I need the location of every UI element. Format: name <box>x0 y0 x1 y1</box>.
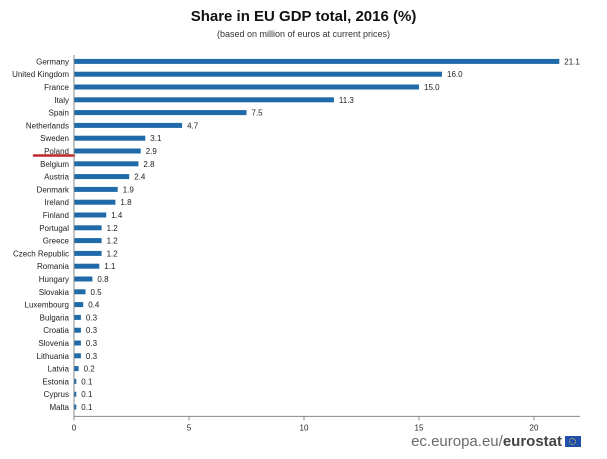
data-label: 1.2 <box>107 249 119 258</box>
category-label: Netherlands <box>26 121 69 130</box>
data-label: 1.8 <box>120 198 132 207</box>
data-label: 0.3 <box>86 339 98 348</box>
category-label: Romania <box>37 262 70 271</box>
data-label: 1.4 <box>111 211 123 220</box>
data-label: 0.3 <box>86 326 98 335</box>
category-label: Belgium <box>40 160 69 169</box>
bar <box>74 366 79 372</box>
eu-flag-icon <box>565 436 581 447</box>
category-label: Portugal <box>39 224 69 233</box>
bar <box>74 250 102 256</box>
data-label: 11.3 <box>339 96 355 105</box>
x-tick-label: 15 <box>415 423 424 432</box>
bar <box>74 340 81 346</box>
bar <box>74 174 130 180</box>
data-label: 0.4 <box>88 301 100 310</box>
category-label: Cyprus <box>44 390 69 399</box>
bar <box>74 71 442 77</box>
data-label: 4.7 <box>187 121 199 130</box>
category-label: Ireland <box>45 198 69 207</box>
chart-subtitle: (based on million of euros at current pr… <box>216 29 391 39</box>
category-label: Greece <box>43 237 70 246</box>
bar <box>74 263 100 269</box>
bar <box>74 225 102 231</box>
category-label: Hungary <box>39 275 69 284</box>
bar <box>74 276 93 282</box>
data-label: 0.2 <box>84 365 96 374</box>
category-label: Sweden <box>40 134 69 143</box>
data-label: 0.1 <box>81 403 93 412</box>
bar <box>74 302 84 308</box>
data-label: 1.2 <box>107 237 119 246</box>
bar <box>74 391 77 397</box>
category-label: Spain <box>49 109 69 118</box>
data-label: 2.4 <box>134 173 146 182</box>
category-label: Luxembourg <box>25 301 69 310</box>
footer-brand: eurostat <box>502 433 562 450</box>
footer-site: ec.europa.eu/ <box>411 433 503 450</box>
bar <box>74 314 81 320</box>
bar <box>74 148 141 154</box>
category-label: Malta <box>49 403 69 412</box>
data-label: 21.1 <box>564 57 580 66</box>
category-label: Croatia <box>43 326 69 335</box>
category-label: Italy <box>54 96 69 105</box>
bar <box>74 135 146 141</box>
x-tick-label: 10 <box>300 423 309 432</box>
category-label: Estonia <box>42 377 69 386</box>
bar <box>74 238 102 244</box>
category-label: Poland <box>44 147 69 156</box>
data-label: 0.8 <box>97 275 109 284</box>
data-label: 0.5 <box>91 288 103 297</box>
data-label: 1.2 <box>107 224 119 233</box>
category-label: Slovenia <box>38 339 69 348</box>
data-label: 1.9 <box>123 185 135 194</box>
bar <box>74 58 560 64</box>
source-footer: ec.europa.eu/eurostat <box>411 433 581 450</box>
bar <box>74 122 183 128</box>
data-label: 0.3 <box>86 352 98 361</box>
bar <box>74 327 81 333</box>
data-label: 7.5 <box>252 109 264 118</box>
category-label: Slovakia <box>39 288 70 297</box>
category-label: Austria <box>44 173 69 182</box>
category-label: Lithuania <box>37 352 70 361</box>
data-label: 0.3 <box>86 313 98 322</box>
category-label: Finland <box>43 211 69 220</box>
data-label: 15.0 <box>424 83 440 92</box>
data-label: 1.1 <box>104 262 116 271</box>
x-tick-label: 5 <box>187 423 192 432</box>
bar <box>74 212 107 218</box>
category-label: Czech Republic <box>13 249 69 258</box>
bar <box>74 161 139 167</box>
category-label: United Kingdom <box>12 70 69 79</box>
x-tick-label: 0 <box>72 423 77 432</box>
category-label: Denmark <box>37 185 70 194</box>
data-label: 3.1 <box>150 134 162 143</box>
bar <box>74 186 118 192</box>
bar <box>74 404 77 410</box>
category-label: Latvia <box>48 365 70 374</box>
data-label: 0.1 <box>81 390 93 399</box>
bar <box>74 84 419 90</box>
x-tick-label: 20 <box>530 423 539 432</box>
data-label: 2.9 <box>146 147 158 156</box>
bar <box>74 97 334 103</box>
bar <box>74 199 116 205</box>
data-label: 0.1 <box>81 377 93 386</box>
chart-title: Share in EU GDP total, 2016 (%) <box>190 8 417 25</box>
bar <box>74 110 247 116</box>
category-label: Germany <box>36 57 69 66</box>
bar <box>74 289 86 295</box>
data-label: 16.0 <box>447 70 463 79</box>
bar <box>74 353 81 359</box>
bar <box>74 378 77 384</box>
category-label: France <box>44 83 69 92</box>
category-label: Bulgaria <box>40 313 70 322</box>
data-label: 2.8 <box>143 160 155 169</box>
